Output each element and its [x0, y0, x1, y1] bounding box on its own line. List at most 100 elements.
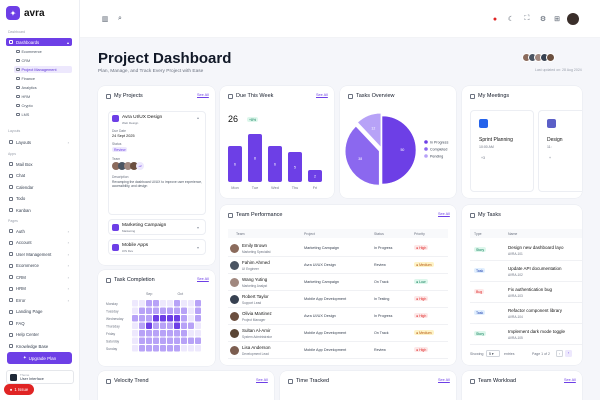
flag-icon[interactable]: ●: [492, 15, 498, 23]
table-row[interactable]: Fahim Ahmed UI Engineer Avra UI/UX Desig…: [228, 258, 448, 274]
top-bar: ▥ ⌕ ● ☾ ⛶ ⚙ ⊞: [80, 0, 600, 38]
task-row[interactable]: Bug Fix authentication bug AVRA-103: [470, 283, 582, 303]
sidebar-item-chat[interactable]: Chat: [6, 172, 72, 180]
task-row[interactable]: Task Update API documentation AVRA-102: [470, 262, 582, 282]
meeting-card[interactable]: Design 11: +: [538, 110, 582, 192]
calendar-icon: [228, 93, 233, 99]
project-item[interactable]: Mobile Apps iOS Dev ▾: [108, 239, 206, 255]
day-label: Wednesday: [106, 317, 124, 321]
sidebar-item-calendar[interactable]: Calendar: [6, 183, 72, 191]
app-icon: [9, 208, 13, 212]
chevron-up-icon[interactable]: ▴: [197, 115, 200, 120]
task-type-badge: Task: [474, 268, 486, 273]
project-cell: Mobile App Development: [304, 348, 347, 352]
see-all-link[interactable]: See All: [197, 93, 209, 97]
zoom-icon: [479, 119, 488, 128]
apps-icon[interactable]: ⊞: [554, 16, 560, 23]
sidebar-toggle-icon[interactable]: ▥: [101, 16, 109, 23]
page-icon: [9, 344, 13, 348]
table-row[interactable]: Olivia Martinez Project Manager Avra UI/…: [228, 309, 448, 325]
next-page-button[interactable]: ›: [565, 350, 572, 357]
team-label: Team: [112, 157, 121, 161]
theme-selector[interactable]: Theme User Interface: [6, 370, 74, 384]
sidebar-item-todo[interactable]: Todo: [6, 195, 72, 203]
sidebar-subitem-finance[interactable]: Finance: [14, 75, 72, 82]
see-all-link[interactable]: See All: [564, 378, 576, 382]
heatmap-cell: [160, 300, 166, 307]
issue-badge[interactable]: ● 1 Issue: [4, 384, 34, 395]
search-icon[interactable]: ⌕: [118, 15, 122, 22]
fullscreen-icon[interactable]: ⛶: [524, 15, 530, 22]
upgrade-plan-button[interactable]: ✦ Upgrade Plan: [7, 352, 72, 364]
member-role: System Administrator: [242, 335, 273, 339]
heatmap-cell: [139, 322, 145, 329]
page-indicator: Page 1 of 2: [532, 352, 550, 356]
heatmap-cell: [132, 330, 138, 337]
card-header: My Projects: [106, 93, 143, 99]
see-all-link[interactable]: See All: [197, 277, 209, 281]
task-row[interactable]: Story Design new dashboard layo AVRA-101: [470, 241, 582, 261]
meeting-more: +3: [481, 156, 485, 160]
sidebar-item-ecommerce[interactable]: Ecommerce ›: [6, 262, 72, 270]
sidebar-item-mail-box[interactable]: Mail Box: [6, 160, 72, 168]
my-meetings-card: My Meetings Sprint Planning 10:00 AM +3 …: [462, 86, 582, 198]
sidebar-item-error[interactable]: Error ›: [6, 296, 72, 304]
task-name: Update API documentation: [508, 266, 562, 271]
page-icon: [9, 332, 13, 337]
gear-icon[interactable]: ⚙: [539, 16, 547, 23]
see-all-link[interactable]: See All: [438, 212, 450, 216]
per-page-select[interactable]: 5 ▾: [486, 350, 500, 357]
sidebar-subitem-analytics[interactable]: Analytics: [14, 84, 72, 91]
project-description: Revamping the dashboard UI/UX to improve…: [112, 180, 202, 189]
heatmap-cell: [195, 345, 201, 352]
see-all-link[interactable]: See All: [316, 93, 328, 97]
sidebar-subitem-crypto[interactable]: Crypto: [14, 102, 72, 109]
table-row[interactable]: Sultan Al-Amir System Administrator Mobi…: [228, 326, 448, 342]
table-row[interactable]: Emily Brown Marketing Specialist Marketi…: [228, 241, 448, 257]
sidebar-subitem-hrm[interactable]: HRM: [14, 93, 72, 100]
task-id: AVRA-104: [508, 315, 523, 319]
prev-page-button[interactable]: ‹: [556, 350, 563, 357]
card-header: Due This Week: [228, 93, 273, 99]
avatar[interactable]: [567, 13, 579, 25]
heatmap-cell: [160, 330, 166, 337]
moon-icon[interactable]: ☾: [507, 16, 515, 23]
pie-value: 12: [371, 126, 375, 130]
priority-badge: ● Medium: [414, 262, 434, 267]
avatar: [230, 278, 239, 287]
sidebar-subitem-project-management[interactable]: Project Management: [14, 66, 72, 73]
project-name: Avra UI/UX Design: [122, 115, 163, 120]
task-name: Fix authentication bug: [508, 287, 553, 292]
brand[interactable]: ✦ avra: [6, 6, 45, 20]
task-type-badge: Story: [474, 331, 487, 336]
card-header: Task Completion: [106, 277, 155, 283]
project-item[interactable]: Marketing Campaign Marketing ▾: [108, 219, 206, 235]
sidebar-item-faq[interactable]: FAQ: [6, 319, 72, 327]
sidebar-item-hrm[interactable]: HRM ›: [6, 285, 72, 293]
see-all-link[interactable]: See All: [438, 378, 450, 382]
due-bar: [228, 146, 242, 182]
pie-slice: [357, 112, 382, 148]
sidebar-item-kanban[interactable]: Kanban: [6, 206, 72, 214]
sidebar-subitem-ecommerce[interactable]: Ecommerce: [14, 48, 72, 55]
sidebar-item-layouts[interactable]: Layouts ›: [6, 138, 72, 146]
sidebar-item-account[interactable]: Account ›: [6, 239, 72, 247]
table-row[interactable]: Robert Taylor Support Lead Mobile App De…: [228, 292, 448, 308]
sidebar-item-help-center[interactable]: Help Center: [6, 331, 72, 339]
sidebar-item-auth[interactable]: Auth ›: [6, 227, 72, 235]
sidebar-item-crm[interactable]: CRM ›: [6, 273, 72, 281]
table-row[interactable]: Wang Yuting Marketing Analyst Marketing …: [228, 275, 448, 291]
project-item-open[interactable]: Avra UI/UX Design Web Design ▴ Due Date …: [108, 111, 206, 215]
sidebar-subitem-lms[interactable]: LMS: [14, 111, 72, 118]
see-all-link[interactable]: See All: [256, 378, 268, 382]
sidebar-item-dashboards[interactable]: Dashboards ▴: [6, 38, 72, 46]
sidebar-item-knowledge-base[interactable]: Knowledge Base: [6, 342, 72, 350]
sidebar-subitem-crm[interactable]: CRM: [14, 57, 72, 64]
team-avatars[interactable]: [522, 53, 555, 62]
table-row[interactable]: Lisa Anderson Development Lead Mobile Ap…: [228, 343, 448, 359]
meeting-card[interactable]: Sprint Planning 10:00 AM +3: [470, 110, 534, 192]
sidebar-item-user-management[interactable]: User Management ›: [6, 250, 72, 258]
sidebar-item-landing-page[interactable]: Landing Page: [6, 308, 72, 316]
task-row[interactable]: Task Refactor component library AVRA-104: [470, 304, 582, 324]
task-row[interactable]: Story Implement dark mode toggle AVRA-10…: [470, 325, 582, 345]
